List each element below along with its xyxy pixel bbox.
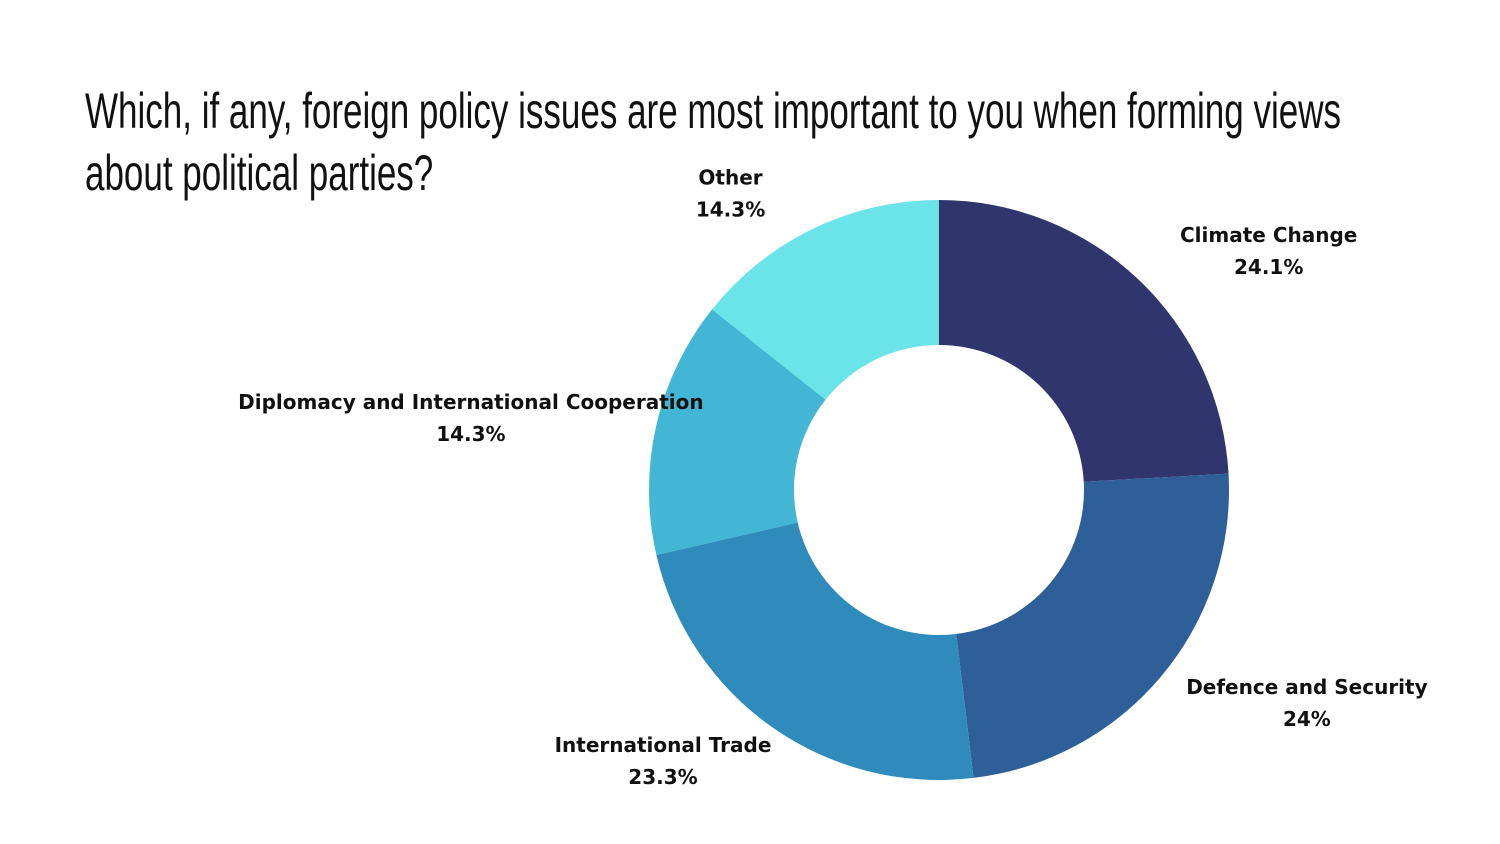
slice-value: 14.3%	[436, 422, 505, 446]
slice-label: Diplomacy and International Cooperation	[238, 390, 703, 414]
chart-title: Which, if any, foreign policy issues are…	[85, 83, 1341, 201]
slice-value: 14.3%	[696, 198, 765, 222]
slice-label: Other	[698, 166, 762, 190]
slice-value: 24%	[1283, 707, 1331, 731]
donut-slice	[939, 200, 1229, 482]
slice-value: 23.3%	[628, 765, 697, 789]
slice-value: 24.1%	[1234, 255, 1303, 279]
donut-slice	[712, 200, 939, 400]
donut-slice	[649, 309, 826, 556]
slice-label: Climate Change	[1180, 223, 1357, 247]
donut-slice	[956, 473, 1229, 778]
donut-slice	[656, 522, 974, 781]
slice-label: International Trade	[555, 733, 772, 757]
slice-label: Defence and Security	[1186, 675, 1427, 699]
